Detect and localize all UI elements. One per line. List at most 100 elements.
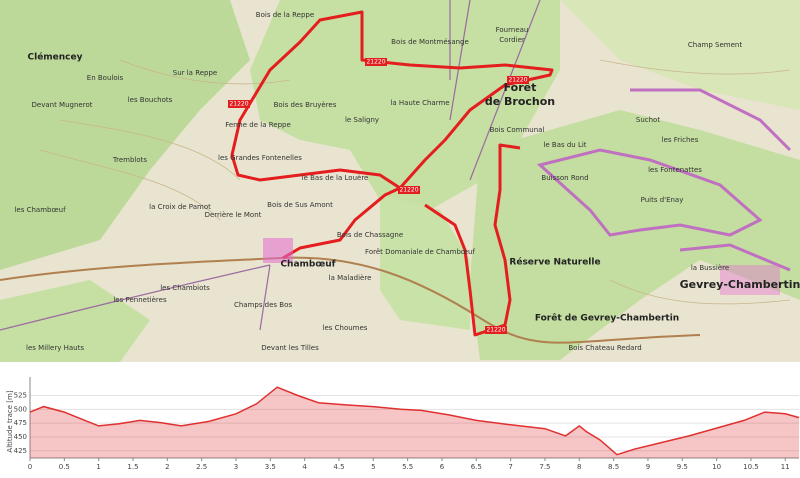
reserve-boundary [630,88,792,272]
map-label: les Pennetières [113,296,167,304]
route-marker: 21220 [508,77,527,84]
map-label: Bois des Bruyères [274,101,337,109]
map-label: la Maladière [329,274,372,282]
x-tick-label: 10.5 [743,463,759,471]
map-label: Bois de la Reppe [256,11,314,19]
forest [560,0,800,110]
x-tick-label: 1.5 [127,463,138,471]
forest [380,195,470,330]
map-label: Bois Communal [490,126,545,134]
x-tick-label: 11 [781,463,790,471]
reserve-boundary [536,148,763,237]
road [0,0,541,331]
map-label: les Friches [662,136,699,144]
route-marker-bg [398,186,420,194]
map-label: Gevrey-Chambertin [680,278,800,291]
map-label: les Bouchots [128,96,173,104]
route-marker: 21220 [399,187,418,194]
map-label: Réserve Naturelle [509,257,600,268]
map: Clémencey Bois de la Reppe Bois de Montmés… [0,0,800,362]
x-tick-label: 9 [646,463,650,471]
map-label: les Chambœuf [14,206,66,214]
y-tick-label: 425 [14,447,27,455]
map-label: Devant Mugnerot [32,101,93,109]
x-tick-label: 4.5 [333,463,344,471]
y-tick-label: 475 [14,419,27,427]
map-label: Champs des Bos [234,301,292,309]
route-marker-bg [365,58,387,66]
map-label: la Croix de Pamot [149,203,211,211]
map-label: Suchot [636,116,660,124]
contour [39,59,791,305]
y-axis-title: Altitude trace [m] [6,390,14,452]
x-tick-label: 6 [440,463,445,471]
x-tick-label: 10 [712,463,721,471]
map-label: Bois Chateau Redard [568,344,641,352]
x-tick-label: 2.5 [196,463,207,471]
map-label: Clémencey [28,52,83,63]
map-label: Bois de Montmésange [391,38,469,46]
map-label: Cordier [499,36,525,44]
forest [470,110,800,360]
map-label: Champ Sement [688,41,742,49]
y-tick-label: 450 [14,433,27,441]
map-label: de Brochon [485,95,555,108]
route-marker: 21220 [366,59,385,66]
map-label: le Saligny [345,116,379,124]
line [29,386,800,456]
map-label: Tremblots [112,156,148,164]
map-label: En Boulois [87,74,124,82]
map-label: les Fontenattes [648,166,702,174]
x-tick-label: 4 [302,463,307,471]
road [0,256,701,344]
x-tick-label: 8.5 [608,463,619,471]
route-marker: 21220 [486,327,505,334]
map-label: la Haute Charme [390,99,449,107]
map-label: Chambœuf [280,260,335,270]
map-label: Ferme de la Reppe [225,121,291,129]
x-tick-label: 7.5 [539,463,550,471]
map-label: Forêt de Gevrey-Chambertin [535,313,679,324]
x-tick-label: 3 [234,463,238,471]
map-label: Bois de Chassagne [337,231,403,239]
route [230,10,554,337]
x-tick-label: 5 [371,463,375,471]
map-label: les Choumes [323,324,368,332]
map-label: les Chambiots [160,284,210,292]
x-tick-label: 3.5 [265,463,276,471]
map-label: Forêt [504,81,537,94]
x-tick-label: 0.5 [59,463,70,471]
x-tick-label: 1 [96,463,100,471]
y-tick-label: 525 [14,392,27,400]
forest [0,280,150,362]
x-tick-label: 5.5 [402,463,413,471]
y-tick-label: 500 [14,405,27,413]
x-tick-label: 9.5 [677,463,688,471]
x-tick-label: 7 [508,463,512,471]
map-label: Devant les Tilles [261,344,319,352]
route-marker-bg [228,100,250,108]
map-label: Fourneau [496,26,529,34]
map-label: le Bas du Lit [543,141,586,149]
map-label: Puits d'Enay [641,196,684,204]
route-marker-bg [485,326,507,334]
map-label: la Bussière [691,264,729,272]
profile-background [0,362,800,474]
x-tick-label: 2 [165,463,169,471]
map-label: les Millery Hauts [26,344,84,352]
map-label: les Grandes Fontenelles [218,154,302,162]
x-tick-label: 6.5 [471,463,482,471]
village [263,238,293,263]
map-label: Bois de Sus Amont [267,201,333,209]
map-label: Derrière le Mont [205,211,262,219]
x-tick-label: 8 [577,463,581,471]
x-tick-label: 0 [28,463,32,471]
map-label: Forêt Domaniale de Chambœuf [365,248,475,256]
map-label: le Bas de la Louère [302,174,369,182]
route-marker-bg [507,76,529,84]
village [720,265,780,295]
forest [0,0,250,270]
map-label: Sur la Reppe [173,69,218,77]
map-label: Buisson Rond [541,174,588,182]
